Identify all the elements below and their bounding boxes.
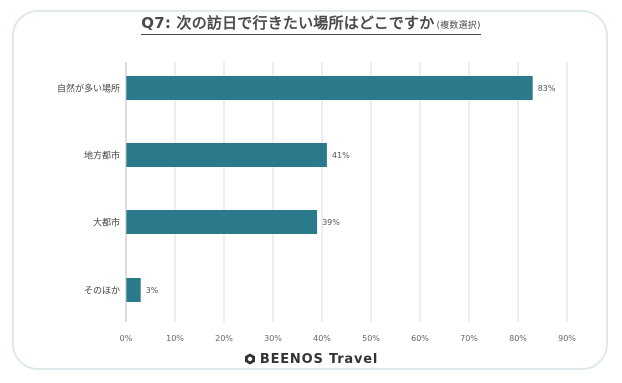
bar-0	[126, 76, 533, 100]
x-tick-label-90: 90%	[558, 334, 576, 343]
x-tick-label-30: 30%	[264, 334, 282, 343]
chart-title-note: (複数選択)	[436, 21, 481, 31]
value-label-3: 3%	[146, 286, 159, 295]
category-label-0: 自然が多い場所	[57, 83, 120, 95]
x-tick-label-50: 50%	[362, 334, 380, 343]
x-tick-label-60: 60%	[411, 334, 429, 343]
category-label-1: 地方都市	[84, 150, 120, 162]
category-label-3: そのほか	[84, 286, 120, 297]
brand-footer: BEENOS Travel	[0, 352, 622, 367]
x-tick-label-0: 0%	[120, 334, 133, 343]
chart-title: Q7: 次の訪日で行きたい場所はどこですか (複数選択)	[141, 12, 481, 35]
x-tick-label-70: 70%	[460, 334, 478, 343]
chart-card	[12, 10, 608, 370]
chart-title-wrap: Q7: 次の訪日で行きたい場所はどこですか (複数選択)	[0, 12, 622, 35]
value-label-2: 39%	[322, 218, 340, 227]
x-tick-label-40: 40%	[313, 334, 331, 343]
chart-title-text: Q7: 次の訪日で行きたい場所はどこですか	[141, 14, 435, 32]
x-tick-label-20: 20%	[215, 334, 233, 343]
value-label-1: 41%	[332, 151, 350, 160]
x-tick-label-80: 80%	[509, 334, 527, 343]
bar-1	[126, 143, 327, 167]
hexagon-logo-icon	[244, 353, 255, 365]
category-label-2: 大都市	[93, 217, 120, 229]
x-tick-label-10: 10%	[166, 334, 184, 343]
bar-2	[126, 210, 318, 234]
bar-3	[126, 278, 141, 302]
brand-name: BEENOS Travel	[259, 352, 379, 367]
value-label-0: 83%	[538, 84, 556, 93]
